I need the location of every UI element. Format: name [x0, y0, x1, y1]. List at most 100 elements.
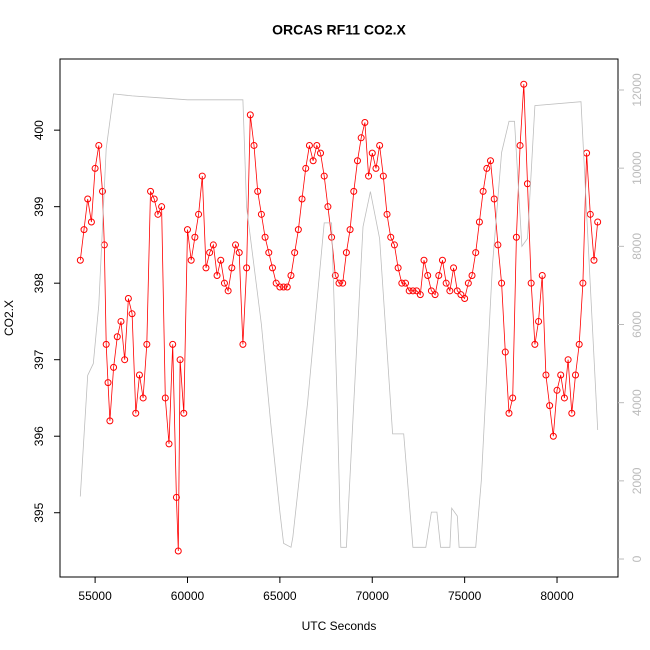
data-point — [531, 340, 539, 348]
data-point — [383, 210, 391, 218]
data-point — [464, 279, 472, 287]
data-point — [220, 279, 228, 287]
data-point — [91, 164, 99, 172]
x-tick-label: 55000 — [78, 589, 112, 603]
data-point — [213, 272, 221, 280]
data-point — [346, 226, 354, 234]
data-point — [527, 279, 535, 287]
data-point — [209, 241, 217, 249]
data-point — [228, 264, 236, 272]
data-point — [490, 195, 498, 203]
x-tick-label: 80000 — [540, 589, 574, 603]
data-point — [180, 409, 188, 417]
data-point — [243, 264, 251, 272]
data-point — [276, 283, 284, 291]
data-point — [446, 287, 454, 295]
data-point — [272, 279, 280, 287]
data-point — [265, 249, 273, 257]
data-point — [483, 164, 491, 172]
data-point — [468, 272, 476, 280]
data-point — [187, 256, 195, 264]
data-point — [520, 80, 528, 88]
data-point — [110, 363, 118, 371]
data-point — [261, 233, 269, 241]
data-point — [379, 172, 387, 180]
data-point — [438, 256, 446, 264]
y2-tick-label: 6000 — [630, 311, 644, 338]
data-point — [104, 379, 112, 387]
data-point — [409, 287, 417, 295]
data-point — [560, 394, 568, 402]
data-point — [461, 294, 469, 302]
data-point — [390, 241, 398, 249]
y2-tick-label: 10000 — [630, 151, 644, 185]
data-point — [250, 141, 258, 149]
data-point — [147, 187, 155, 195]
data-point — [368, 149, 376, 157]
data-point — [121, 356, 129, 364]
data-point — [128, 310, 136, 318]
x-tick-label: 60000 — [171, 589, 205, 603]
chart-title: ORCAS RF11 CO2.X — [272, 22, 406, 38]
data-point — [183, 226, 191, 234]
data-point — [335, 279, 343, 287]
data-point — [161, 394, 169, 402]
data-point — [365, 172, 373, 180]
data-point — [291, 249, 299, 257]
y2-tick-label: 12000 — [630, 73, 644, 107]
data-point — [357, 134, 365, 142]
data-point — [450, 264, 458, 272]
data-point — [331, 272, 339, 280]
y-tick-label: 395 — [32, 502, 46, 522]
data-point — [102, 340, 110, 348]
data-point — [512, 233, 520, 241]
data-point — [479, 187, 487, 195]
data-point — [579, 279, 587, 287]
data-point — [309, 157, 317, 165]
data-point — [191, 233, 199, 241]
data-point — [287, 272, 295, 280]
data-point — [202, 264, 210, 272]
data-point — [575, 340, 583, 348]
data-point — [353, 157, 361, 165]
data-point — [557, 371, 565, 379]
data-point — [139, 394, 147, 402]
data-point — [394, 264, 402, 272]
y2-tick-label: 2000 — [630, 467, 644, 494]
x-axis-label: UTC Seconds — [302, 619, 377, 633]
data-point — [435, 272, 443, 280]
data-point — [84, 195, 92, 203]
data-point — [494, 241, 502, 249]
data-point — [294, 226, 302, 234]
data-point — [217, 256, 225, 264]
series-line — [79, 93, 599, 548]
y-tick-label: 399 — [32, 196, 46, 216]
data-point — [516, 141, 524, 149]
data-point — [268, 264, 276, 272]
data-point — [135, 371, 143, 379]
data-point — [350, 187, 358, 195]
data-point — [398, 279, 406, 287]
data-point — [372, 164, 380, 172]
data-point — [475, 218, 483, 226]
data-point — [361, 119, 369, 127]
data-point — [501, 348, 509, 356]
data-point — [538, 272, 546, 280]
data-point — [158, 203, 166, 211]
data-point — [254, 187, 262, 195]
data-point — [124, 294, 132, 302]
data-point — [324, 203, 332, 211]
y2-tick-label: 8000 — [630, 233, 644, 260]
data-point — [206, 249, 214, 257]
data-point — [416, 291, 424, 299]
y-tick-label: 400 — [32, 120, 46, 140]
data-point — [154, 210, 162, 218]
data-point — [413, 287, 421, 295]
data-point — [239, 340, 247, 348]
data-point — [498, 279, 506, 287]
data-point — [298, 195, 306, 203]
y2-tick-label: 0 — [630, 555, 644, 562]
data-point — [313, 141, 321, 149]
data-point — [132, 409, 140, 417]
data-point — [535, 317, 543, 325]
